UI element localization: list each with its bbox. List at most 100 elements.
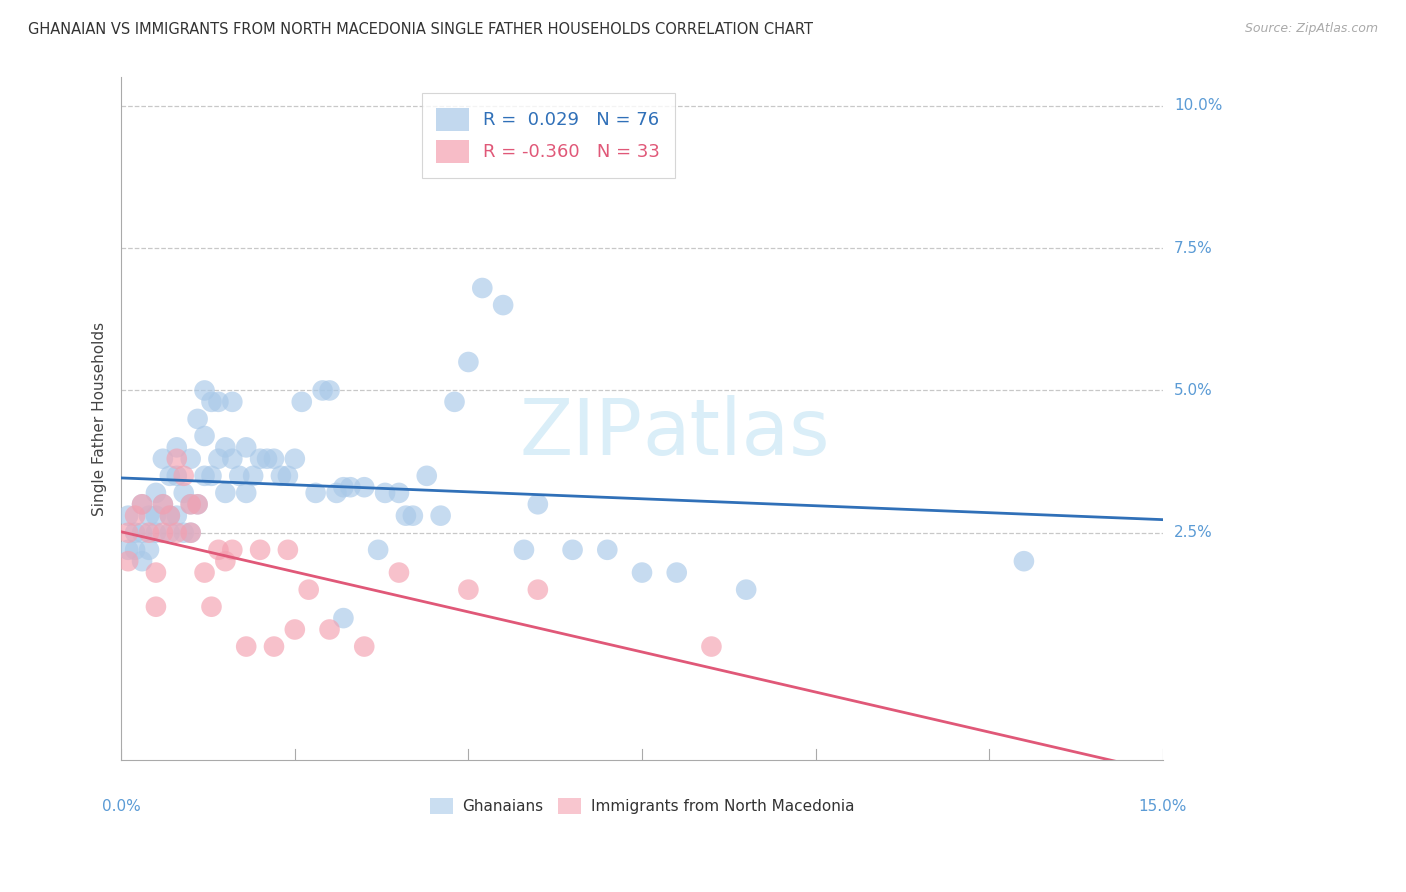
Point — [298, 582, 321, 597]
Point — [131, 497, 153, 511]
Point — [457, 582, 479, 597]
Point — [173, 525, 195, 540]
Point — [242, 468, 264, 483]
Point — [187, 497, 209, 511]
Point — [138, 508, 160, 523]
Point — [152, 525, 174, 540]
Point — [311, 384, 333, 398]
Point — [284, 451, 307, 466]
Point — [235, 441, 257, 455]
Legend: Ghanaians, Immigrants from North Macedonia: Ghanaians, Immigrants from North Macedon… — [430, 798, 853, 814]
Point — [180, 497, 202, 511]
Point — [180, 497, 202, 511]
Point — [339, 480, 361, 494]
Point — [207, 542, 229, 557]
Point — [193, 429, 215, 443]
Point — [193, 384, 215, 398]
Point — [353, 640, 375, 654]
Point — [402, 508, 425, 523]
Text: 5.0%: 5.0% — [1174, 383, 1212, 398]
Point — [200, 468, 222, 483]
Point — [332, 480, 354, 494]
Y-axis label: Single Father Households: Single Father Households — [93, 322, 107, 516]
Point — [117, 525, 139, 540]
Point — [173, 468, 195, 483]
Point — [214, 441, 236, 455]
Point — [291, 394, 314, 409]
Point — [200, 394, 222, 409]
Point — [152, 497, 174, 511]
Point — [131, 497, 153, 511]
Point — [166, 525, 188, 540]
Point — [235, 640, 257, 654]
Point — [665, 566, 688, 580]
Point — [187, 412, 209, 426]
Point — [159, 468, 181, 483]
Point — [117, 508, 139, 523]
Point — [193, 566, 215, 580]
Point — [131, 554, 153, 568]
Point — [561, 542, 583, 557]
Point — [117, 542, 139, 557]
Point — [284, 623, 307, 637]
Point — [207, 451, 229, 466]
Point — [124, 508, 146, 523]
Point — [180, 525, 202, 540]
Point — [457, 355, 479, 369]
Point — [325, 486, 347, 500]
Point — [249, 542, 271, 557]
Point — [221, 394, 243, 409]
Point — [374, 486, 396, 500]
Point — [388, 486, 411, 500]
Point — [443, 394, 465, 409]
Point — [249, 451, 271, 466]
Point — [180, 451, 202, 466]
Point — [187, 497, 209, 511]
Point — [166, 441, 188, 455]
Point — [207, 394, 229, 409]
Point — [277, 542, 299, 557]
Point — [145, 486, 167, 500]
Point — [152, 497, 174, 511]
Point — [492, 298, 515, 312]
Text: 7.5%: 7.5% — [1174, 241, 1212, 256]
Point — [367, 542, 389, 557]
Point — [193, 468, 215, 483]
Text: atlas: atlas — [643, 394, 830, 471]
Point — [429, 508, 451, 523]
Point — [200, 599, 222, 614]
Point — [166, 468, 188, 483]
Text: 0.0%: 0.0% — [101, 799, 141, 814]
Text: GHANAIAN VS IMMIGRANTS FROM NORTH MACEDONIA SINGLE FATHER HOUSEHOLDS CORRELATION: GHANAIAN VS IMMIGRANTS FROM NORTH MACEDO… — [28, 22, 813, 37]
Point — [513, 542, 536, 557]
Point — [221, 542, 243, 557]
Point — [145, 508, 167, 523]
Point — [596, 542, 619, 557]
Point — [145, 599, 167, 614]
Point — [131, 525, 153, 540]
Point — [145, 566, 167, 580]
Point — [1012, 554, 1035, 568]
Point — [270, 468, 292, 483]
Point — [527, 582, 550, 597]
Point — [700, 640, 723, 654]
Point — [631, 566, 654, 580]
Point — [214, 554, 236, 568]
Point — [228, 468, 250, 483]
Point — [263, 640, 285, 654]
Text: 10.0%: 10.0% — [1174, 98, 1222, 113]
Point — [138, 525, 160, 540]
Point — [527, 497, 550, 511]
Point — [388, 566, 411, 580]
Point — [235, 486, 257, 500]
Text: Source: ZipAtlas.com: Source: ZipAtlas.com — [1244, 22, 1378, 36]
Point — [173, 486, 195, 500]
Point — [166, 451, 188, 466]
Point — [263, 451, 285, 466]
Point — [471, 281, 494, 295]
Text: 15.0%: 15.0% — [1139, 799, 1187, 814]
Point — [277, 468, 299, 483]
Point — [180, 525, 202, 540]
Point — [166, 508, 188, 523]
Text: ZIP: ZIP — [519, 394, 643, 471]
